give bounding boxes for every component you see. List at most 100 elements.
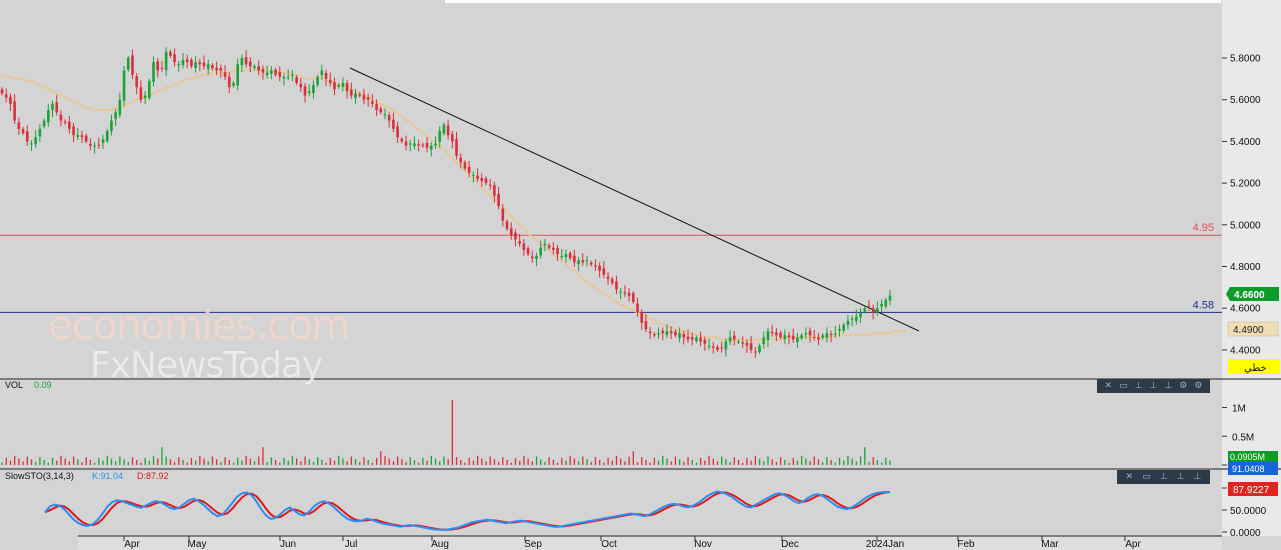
volume-bar <box>826 457 828 465</box>
candle-up <box>143 95 147 99</box>
candle-up <box>105 130 109 141</box>
candle-up <box>408 143 412 145</box>
panel-control-icon[interactable]: ⊥ <box>1149 381 1158 391</box>
candle-down <box>674 331 677 336</box>
volume-bar <box>199 455 201 465</box>
candle-down <box>518 241 521 244</box>
volume-bar <box>43 459 45 465</box>
candle-down <box>754 351 757 353</box>
candle-down <box>476 175 479 179</box>
candle-up <box>253 66 256 69</box>
candle-up <box>232 83 235 86</box>
volume-bar <box>880 462 883 465</box>
volume-bar <box>304 456 306 465</box>
volume-bar <box>683 462 685 465</box>
candle-up <box>821 335 824 338</box>
volume-bar <box>535 456 538 465</box>
candle-down <box>371 101 374 104</box>
volume-bar <box>455 457 458 465</box>
candle-down <box>328 79 332 84</box>
trend-line[interactable] <box>349 67 920 332</box>
volume-bar <box>758 458 761 465</box>
panel-control-icon[interactable]: ⚙ <box>1179 381 1188 391</box>
sto-k-label: K:91.04 <box>92 471 123 481</box>
candle-up <box>884 299 888 307</box>
volume-bar <box>47 462 49 465</box>
candle-up <box>434 143 437 146</box>
volume-bar <box>287 460 289 465</box>
candle-up <box>855 316 858 322</box>
candle-down <box>615 281 618 290</box>
panel-control-icon[interactable]: ▭ <box>1142 472 1151 482</box>
sto-axis-bg <box>1222 470 1281 536</box>
volume-bar <box>531 461 533 465</box>
volume-bar <box>1 462 3 465</box>
panel-control-icon[interactable]: ⚙ <box>1194 381 1203 391</box>
volume-bar <box>855 461 858 465</box>
volume-bar <box>792 457 794 465</box>
volume-bar <box>152 455 155 465</box>
candle-down <box>530 256 534 259</box>
volume-bar <box>485 461 487 465</box>
candle-down <box>493 185 496 196</box>
volume-bar <box>801 455 803 465</box>
volume-bar <box>725 459 727 465</box>
candle-up <box>564 253 568 257</box>
candle-up <box>38 128 42 137</box>
candle-up <box>181 60 185 66</box>
panel-control-icon[interactable]: ▭ <box>1119 381 1128 391</box>
volume-bar <box>270 457 273 465</box>
volume-last-text: 0.0905M <box>1230 452 1265 462</box>
candle-down <box>640 312 643 323</box>
volume-bar <box>253 461 256 465</box>
volume-bar <box>439 461 441 465</box>
panel-control-icon[interactable]: ⊥ <box>1193 472 1202 482</box>
volume-bar <box>308 459 310 465</box>
volume-bar <box>767 456 769 465</box>
candle-down <box>732 335 736 340</box>
volume-bar <box>312 462 315 465</box>
candle-down <box>682 334 686 338</box>
volume-bar <box>140 462 142 465</box>
candle-up <box>859 312 862 318</box>
panel-control-icon[interactable]: ⊥ <box>1134 381 1143 391</box>
candle-up <box>126 58 130 70</box>
volume-bar <box>805 458 807 465</box>
volume-bar <box>266 462 268 465</box>
top-white-strip <box>445 0 1221 3</box>
volume-bar <box>779 457 782 465</box>
volume-bar <box>405 462 407 465</box>
candle-down <box>787 335 791 338</box>
volume-bar <box>321 459 323 465</box>
panel-control-icon[interactable]: ⊥ <box>1159 472 1168 482</box>
candle-up <box>270 70 273 74</box>
volume-bar <box>687 457 689 465</box>
volume-bar <box>666 458 668 465</box>
candle-down <box>185 59 189 63</box>
panel-control-icon[interactable]: ✕ <box>1125 472 1134 482</box>
volume-bar <box>279 462 281 465</box>
price-axis-bg <box>1222 0 1281 379</box>
candle-down <box>63 121 67 123</box>
candle-down <box>9 96 12 104</box>
time-axis-left-bg <box>0 536 78 550</box>
panel-control-icon[interactable]: ⊥ <box>1164 381 1173 391</box>
volume-bar <box>115 461 117 465</box>
candle-down <box>139 87 143 100</box>
candle-down <box>358 94 362 96</box>
candle-down <box>350 89 353 96</box>
candle-up <box>442 124 446 134</box>
candle-up <box>177 64 181 66</box>
volume-bar <box>346 461 348 465</box>
panel-control-icon[interactable]: ✕ <box>1104 381 1113 391</box>
panel-control-icon[interactable]: ⊥ <box>1176 472 1185 482</box>
candle-down <box>80 135 84 138</box>
candle-up <box>101 139 105 144</box>
volume-bar <box>540 459 542 465</box>
candle-down <box>627 292 631 296</box>
volume-bar <box>796 460 799 465</box>
volume-bar <box>624 461 626 465</box>
volume-bar <box>716 461 719 465</box>
candle-down <box>190 59 193 67</box>
candle-down <box>249 61 252 67</box>
